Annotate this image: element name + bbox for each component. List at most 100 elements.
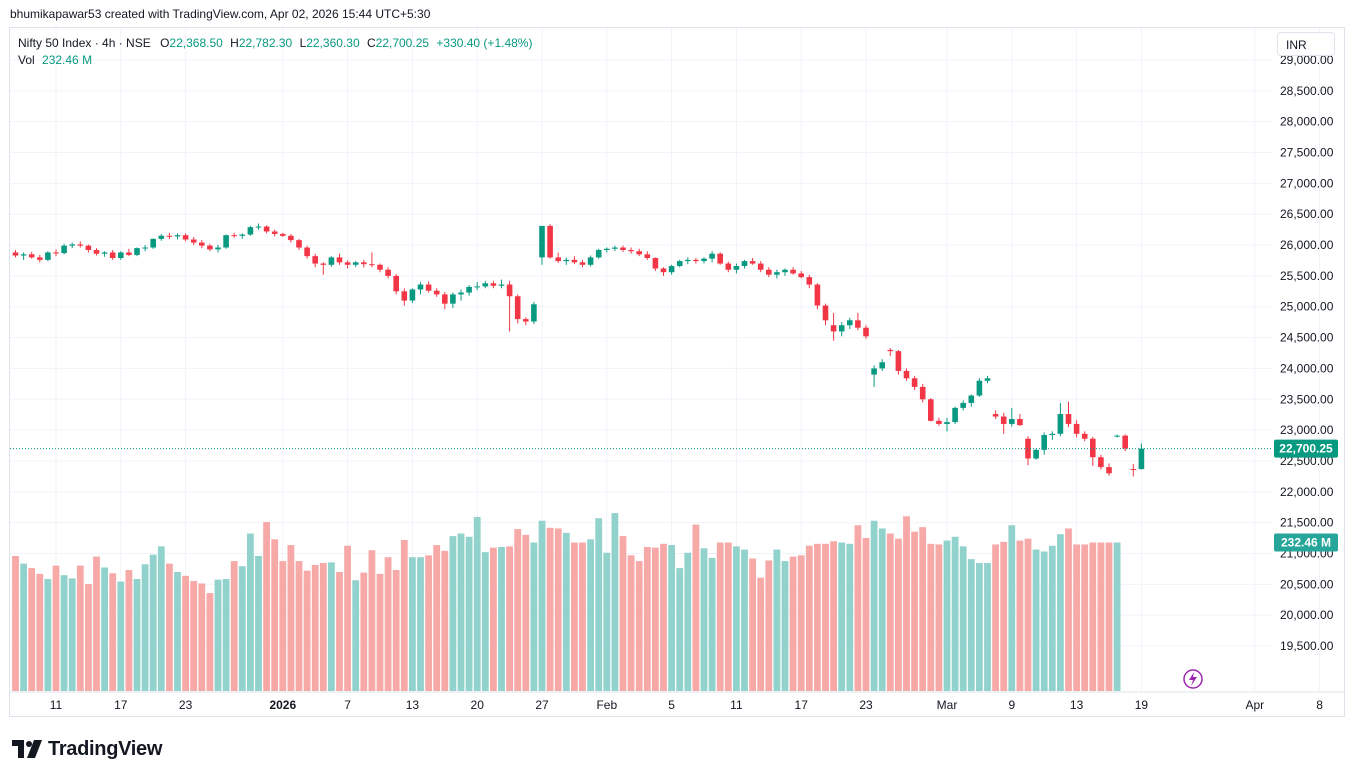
candle-body (280, 233, 286, 236)
candle-body (766, 269, 772, 275)
volume-bar (562, 532, 570, 691)
volume-bar (838, 542, 846, 691)
price-axis: 29,000.00 28,500.00 28,000.00 27,500.00 27,0… (1280, 53, 1334, 653)
time-tick-label: 2026 (269, 698, 296, 712)
time-tick-label: 17 (114, 698, 128, 712)
candle-body (150, 238, 156, 248)
volume-bar (805, 545, 813, 691)
volume-bar (12, 555, 19, 691)
candle-body (37, 257, 43, 260)
volume-bar (749, 558, 756, 691)
candle-body (77, 244, 84, 246)
chart-frame (9, 27, 1345, 717)
candle-body (344, 262, 351, 265)
volume-bar (400, 539, 408, 691)
candle-body (166, 235, 173, 237)
time-axis: 11 17 23 2026 7 13 20 27 Feb 5 11 17 23 Mar 9 13 19 Apr 8 (10, 691, 1344, 712)
candle-body (320, 263, 327, 265)
candle-body (182, 235, 189, 240)
time-tick-label: 11 (50, 698, 63, 712)
time-tick-label: Feb (596, 698, 617, 712)
price-tick-label: 21,500.00 (1280, 516, 1334, 530)
last-volume-label: 232.46 M (1281, 536, 1331, 550)
time-tick-label: 8 (1316, 698, 1323, 712)
candle-body (85, 245, 92, 250)
candle-body (474, 286, 480, 288)
candle-body (855, 320, 861, 328)
volume-bar (911, 531, 918, 691)
symbol-label[interactable]: Nifty 50 Index · 4h · NSE (18, 36, 151, 50)
price-tick-label: 29,000.00 (1280, 53, 1334, 67)
volume-bar (571, 542, 578, 691)
volume-bar (174, 571, 181, 691)
volume-bar (303, 570, 311, 691)
volume-bar (554, 528, 562, 691)
candle-body (1090, 438, 1096, 458)
volume-bar (652, 547, 659, 691)
candle-body (636, 251, 642, 255)
candle-body (887, 349, 894, 352)
volume-bar (1065, 528, 1072, 691)
candle-body (595, 249, 602, 258)
candle-body (587, 257, 594, 265)
volume-bar (28, 568, 36, 691)
candle-body (547, 225, 553, 258)
price-tick-label: 22,000.00 (1280, 485, 1334, 499)
candle-body (385, 269, 391, 276)
candle-body (199, 242, 205, 246)
time-tick-label: 19 (1135, 698, 1149, 712)
candle-body (911, 378, 918, 387)
lightning-icon[interactable] (1183, 669, 1203, 689)
candle-body (863, 327, 869, 337)
volume-bar (919, 527, 927, 691)
volume-bar (295, 561, 303, 691)
volume-bar (125, 570, 133, 691)
candle-body (984, 378, 991, 381)
volume-bar (230, 561, 238, 691)
volume-bar (959, 546, 967, 691)
price-tick-label: 24,500.00 (1280, 331, 1334, 345)
candle-body (741, 261, 748, 267)
candle-body (733, 266, 740, 270)
price-candles (12, 223, 1145, 477)
price-tick-label: 28,500.00 (1280, 84, 1334, 98)
brand-name: TradingView (48, 737, 163, 760)
candle-body (668, 266, 675, 273)
candle-body (749, 261, 756, 264)
candle-body (676, 261, 683, 267)
candle-body (118, 252, 124, 259)
volume-bar (101, 567, 108, 691)
close-value: 22,700.25 (375, 36, 430, 50)
high-label: H (230, 36, 239, 50)
last-price-badge (1274, 439, 1338, 458)
candle-body (361, 262, 367, 265)
candle-body (1000, 416, 1007, 424)
candle-body (69, 244, 75, 246)
lightning-icon-bolt (1189, 672, 1197, 686)
candle-body (701, 258, 707, 262)
volume-bar (311, 564, 319, 691)
candle-body (612, 247, 618, 249)
currency-button[interactable]: INR (1277, 32, 1335, 56)
volume-bar (481, 552, 489, 691)
time-tick-label: 5 (668, 698, 675, 712)
candle-body (215, 247, 221, 250)
tradingview-logo[interactable]: TradingView (12, 737, 162, 761)
volume-bar (157, 546, 165, 691)
candle-body (61, 245, 67, 254)
close-label: C (366, 36, 376, 50)
time-tick-label: 9 (1008, 698, 1015, 712)
volume-bar (903, 516, 910, 691)
candle-body (1041, 435, 1047, 450)
candle-body (109, 252, 116, 259)
price-tick-label: 19,500.00 (1280, 639, 1334, 653)
time-tick-label: 7 (344, 698, 351, 712)
volume-bar (238, 566, 246, 691)
candle-body (328, 257, 335, 265)
volume-bar (870, 520, 878, 691)
candle-body (814, 284, 821, 306)
chart-credit: bhumikapawar53 created with TradingView.… (10, 7, 431, 21)
candle-body (757, 263, 764, 270)
volume-bar (384, 557, 392, 691)
